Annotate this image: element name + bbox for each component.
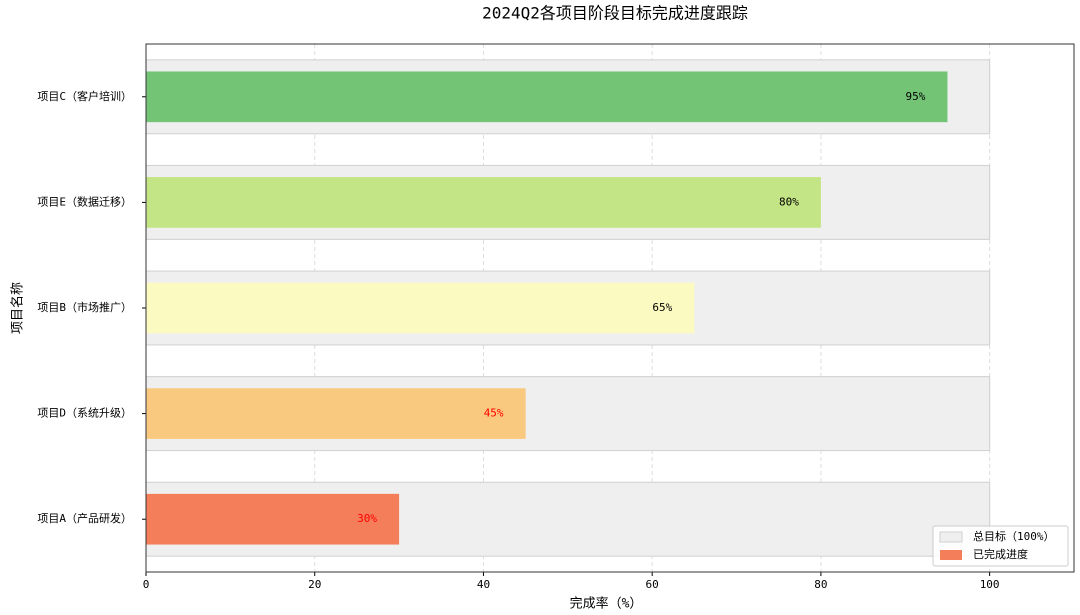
progress-bar [146,388,526,439]
y-tick-label: 项目D（系统升级） [37,407,132,420]
y-tick-label: 项目A（产品研发） [37,511,132,525]
value-label: 45% [484,407,504,420]
legend-label: 总目标（100%） [973,529,1055,543]
progress-bar [146,282,695,334]
x-tick-label: 20 [308,578,321,591]
progress-bar [146,493,400,545]
value-label: 80% [779,195,799,208]
progress-bar [146,177,821,228]
y-axis-label: 项目名称 [10,282,26,334]
y-tick-label: 项目E（数据迁移） [37,194,132,208]
value-label: 30% [357,512,377,525]
x-tick-label: 60 [646,578,659,591]
x-tick-label: 80 [814,578,827,591]
x-tick-label: 100 [980,578,1000,591]
value-label: 65% [652,301,672,314]
legend-label: 已完成进度 [973,547,1028,561]
chart-title: 2024Q2各项目阶段目标完成进度跟踪 [482,4,748,23]
value-label: 95% [906,90,926,103]
plot-frame [145,43,1075,573]
progress-bar [146,71,948,123]
legend-box [932,525,1069,567]
y-tick-label: 项目C（客户培训） [37,89,132,103]
legend-swatch [939,531,963,543]
legend-swatch [940,550,962,560]
x-tick-label: 0 [143,578,150,591]
x-axis-label: 完成率（%） [570,596,643,612]
x-tick-label: 40 [477,578,490,591]
y-tick-label: 项目B（市场推广） [37,300,132,314]
